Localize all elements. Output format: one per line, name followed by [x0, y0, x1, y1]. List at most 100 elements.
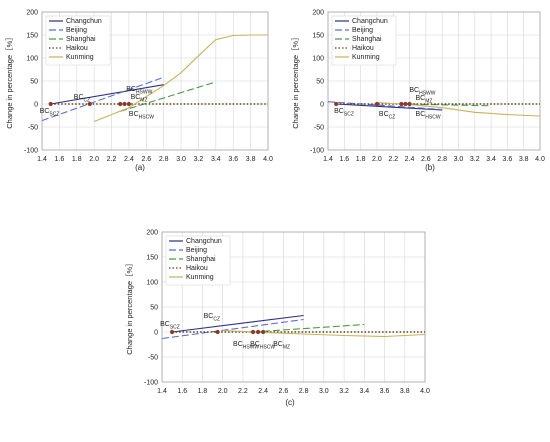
- y-tick-label: 100: [26, 56, 38, 63]
- bc-label-hsww: BCHSWW: [126, 86, 152, 96]
- x-tick-label: 2.8: [159, 156, 169, 163]
- x-tick-label: 3.4: [211, 156, 221, 163]
- y-tick-label: 200: [312, 10, 324, 17]
- series-line-shanghai: [252, 323, 365, 333]
- legend-label-beijing: Beijing: [352, 27, 373, 34]
- y-tick-label: 0: [34, 102, 38, 109]
- legend-label-shanghai: Shanghai: [352, 36, 382, 43]
- series-line-shanghai: [120, 81, 216, 112]
- x-tick-label: 4.0: [420, 388, 430, 395]
- legend-label-haikou: Haikou: [66, 45, 88, 52]
- x-tick-label: 1.8: [198, 388, 208, 395]
- x-tick-label: 1.6: [55, 156, 65, 163]
- y-tick-label: -50: [314, 125, 324, 132]
- bc-label-main: BC: [409, 87, 419, 94]
- x-tick-label: 1.4: [157, 388, 167, 395]
- bc-label-subscript: CZ: [84, 98, 91, 104]
- y-tick-label: 150: [26, 33, 38, 40]
- x-tick-label: 1.6: [339, 156, 349, 163]
- panel-caption: (c): [285, 398, 295, 407]
- y-tick-label: 150: [312, 33, 324, 40]
- x-tick-label: 2.6: [279, 388, 289, 395]
- x-tick-label: 2.8: [299, 388, 309, 395]
- y-tick-label: -100: [310, 148, 324, 155]
- x-tick-label: 1.8: [72, 156, 82, 163]
- y-axis-label: Change in percentage［%］: [5, 33, 14, 128]
- bc-label-main: BC: [334, 108, 344, 115]
- bc-label-hscw: BCHSCW: [129, 111, 154, 121]
- x-tick-label: 3.4: [359, 388, 369, 395]
- y-tick-label: 200: [26, 10, 38, 17]
- y-tick-label: 100: [312, 56, 324, 63]
- bc-label-main: BC: [131, 94, 141, 101]
- y-tick-label: 50: [316, 79, 324, 86]
- bc-label-subscript: MZ: [140, 98, 147, 104]
- x-tick-label: 3.0: [176, 156, 186, 163]
- bc-label-main: BC: [74, 94, 84, 101]
- x-tick-label: 3.0: [319, 388, 329, 395]
- bc-label-main: BC: [379, 111, 389, 118]
- legend: Changchun Beijing Shanghai Haikou Kunming: [331, 15, 397, 66]
- bc-marker-cz: [87, 101, 92, 107]
- legend-label-changchun: Changchun: [186, 238, 222, 245]
- y-tick-label: 0: [154, 330, 158, 337]
- legend-label-changchun: Changchun: [352, 18, 388, 25]
- series-line-beijing: [327, 101, 443, 111]
- bc-marker-scz: [48, 101, 53, 107]
- legend-label-haikou: Haikou: [352, 45, 374, 52]
- x-tick-label: 1.4: [323, 156, 333, 163]
- legend-box: [331, 15, 397, 66]
- y-tick-label: 50: [150, 305, 158, 312]
- bc-label-main: BC: [160, 321, 170, 328]
- x-tick-label: 2.4: [258, 388, 268, 395]
- x-tick-label: 3.4: [486, 156, 496, 163]
- bc-label-subscript: HSWW: [243, 345, 260, 351]
- bc-label-main: BC: [204, 313, 214, 320]
- x-tick-label: 3.2: [339, 388, 349, 395]
- bc-marker-cz: [374, 101, 380, 107]
- x-tick-label: 3.8: [246, 156, 256, 163]
- bc-label-hscw: BCHSCW: [416, 111, 441, 121]
- bc-label-subscript: HSWW: [136, 90, 153, 96]
- x-tick-label: 2.0: [372, 156, 382, 163]
- legend-label-shanghai: Shanghai: [186, 256, 216, 263]
- x-tick-label: 3.2: [470, 156, 480, 163]
- bc-label-cz: BCCZ: [204, 313, 220, 323]
- bc-marker-hscw: [255, 329, 261, 335]
- x-tick-label: 2.0: [218, 388, 228, 395]
- y-tick-label: -100: [144, 380, 158, 387]
- legend-label-haikou: Haikou: [186, 265, 208, 272]
- bc-marker-hsww: [399, 101, 404, 107]
- series-line-beijing: [41, 76, 164, 122]
- x-tick-label: 3.6: [503, 156, 513, 163]
- legend-label-kunming: Kunming: [66, 54, 94, 61]
- bc-label-subscript: HSWW: [419, 91, 436, 97]
- bc-label-scz: BCSCZ: [160, 321, 180, 331]
- bc-label-subscript: MZ: [425, 99, 432, 105]
- bc-label-hsww: BCHSWW: [233, 341, 259, 351]
- x-tick-label: 2.0: [89, 156, 99, 163]
- series-line-changchun: [172, 314, 304, 333]
- bc-label-subscript: HSCW: [260, 345, 276, 351]
- bc-marker-cz: [215, 329, 220, 335]
- y-tick-label: 150: [146, 255, 158, 262]
- plot-frame: [41, 11, 269, 151]
- bc-marker-hsww: [250, 329, 256, 335]
- y-tick-label: 100: [146, 280, 158, 287]
- panel-caption: (a): [135, 163, 145, 172]
- bc-label-subscript: SCZ: [49, 112, 59, 118]
- legend-label-changchun: Changchun: [66, 18, 102, 25]
- x-tick-label: 3.6: [380, 388, 390, 395]
- bc-marker-scz: [334, 101, 339, 107]
- series-line-kunming: [93, 34, 268, 123]
- bc-label-subscript: MZ: [283, 345, 290, 351]
- legend-label-kunming: Kunming: [352, 54, 380, 61]
- bc-label-subscript: SCZ: [344, 112, 354, 118]
- x-tick-label: 1.6: [177, 388, 187, 395]
- y-tick-label: -100: [24, 148, 38, 155]
- bc-label-main: BC: [40, 108, 50, 115]
- y-axis-label: Change in percentage［%］: [125, 259, 134, 354]
- x-tick-label: 2.2: [238, 388, 248, 395]
- legend: Changchun Beijing Shanghai Haikou Kunming: [45, 15, 111, 66]
- plot-frame: [327, 11, 541, 151]
